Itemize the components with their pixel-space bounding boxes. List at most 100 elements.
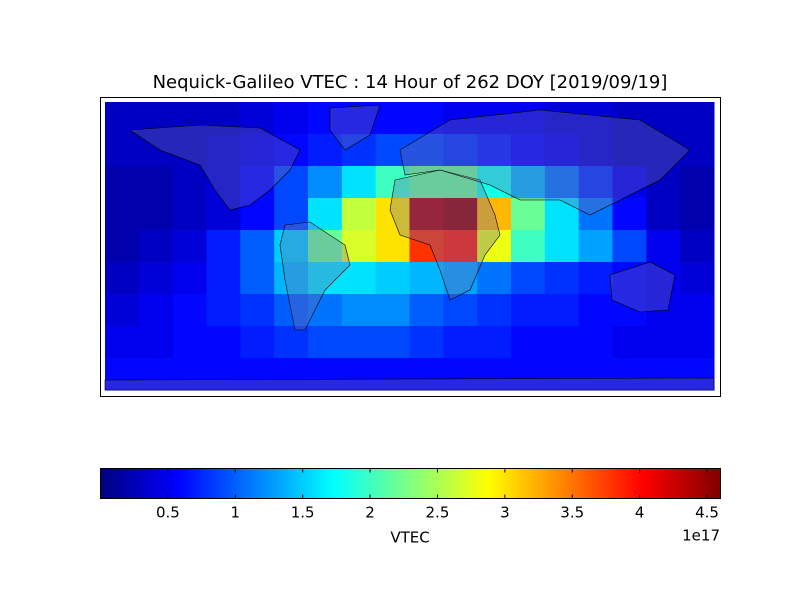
cell: [680, 358, 715, 391]
colorbar-tick-label: 2: [365, 504, 375, 522]
cell: [240, 358, 275, 391]
cell: [409, 102, 444, 135]
cell: [612, 262, 647, 295]
cell: [172, 262, 207, 295]
cell: [240, 102, 275, 135]
cell: [240, 294, 275, 327]
cell: [308, 358, 343, 391]
cell: [172, 326, 207, 359]
cell: [172, 294, 207, 327]
cell: [274, 102, 309, 135]
cell: [138, 166, 174, 199]
cell: [138, 230, 174, 263]
colorbar-tick-label: 3.5: [560, 504, 584, 522]
cell: [612, 230, 647, 263]
cell: [274, 198, 309, 231]
cell: [477, 230, 512, 263]
cell: [680, 326, 715, 359]
cell: [511, 198, 546, 231]
cell: [578, 134, 613, 167]
cell: [206, 358, 241, 391]
cell: [646, 166, 681, 199]
cell: [544, 198, 580, 231]
cell: [612, 198, 647, 231]
cell: [477, 198, 512, 231]
cell: [308, 294, 343, 327]
cell: [172, 198, 207, 231]
colorbar-tick-label: 1: [231, 504, 241, 522]
cell: [274, 262, 309, 295]
cell: [612, 358, 647, 391]
cell: [443, 198, 478, 231]
cell: [409, 166, 444, 199]
cell: [138, 358, 174, 391]
cell: [105, 326, 140, 359]
cell: [511, 102, 546, 135]
cell: [105, 134, 140, 167]
cell: [544, 102, 580, 135]
cell: [375, 326, 410, 359]
cell: [375, 198, 410, 231]
cell: [646, 230, 681, 263]
cell: [206, 198, 241, 231]
cell: [511, 230, 546, 263]
cell: [443, 262, 478, 295]
cell: [646, 198, 681, 231]
cell: [308, 134, 343, 167]
cell: [138, 326, 174, 359]
cell: [680, 230, 715, 263]
cell: [511, 294, 546, 327]
colorbar-tick-label: 1.5: [291, 504, 315, 522]
cell: [172, 166, 207, 199]
cell: [240, 326, 275, 359]
cell: [443, 230, 478, 263]
cell: [511, 166, 546, 199]
cell: [240, 198, 275, 231]
cell: [138, 198, 174, 231]
cell: [544, 230, 580, 263]
colorbar: [100, 468, 721, 499]
cell: [240, 134, 275, 167]
cell: [646, 358, 681, 391]
cell: [172, 358, 207, 391]
cell: [409, 262, 444, 295]
cell: [308, 230, 343, 263]
cell: [612, 102, 647, 135]
cell: [240, 262, 275, 295]
cell: [409, 230, 444, 263]
cell: [206, 166, 241, 199]
colorbar-tick-label: 3: [500, 504, 510, 522]
cell: [443, 134, 478, 167]
cell: [375, 230, 410, 263]
cell: [206, 326, 241, 359]
cell: [138, 294, 174, 327]
cell: [443, 358, 478, 391]
colorbar-ticks: 0.5 1 1.5 2 2.5 3 3.5 4 4.5: [156, 468, 719, 522]
colorbar-tick-label: 4.5: [695, 504, 719, 522]
colorbar-offset: 1e17: [682, 527, 720, 545]
cell: [544, 262, 580, 295]
cell: [138, 262, 174, 295]
cell: [375, 102, 410, 135]
cell: [105, 262, 140, 295]
cell: [544, 358, 580, 391]
cell: [680, 102, 715, 135]
cell: [409, 198, 444, 231]
cell: [375, 262, 410, 295]
cell: [375, 134, 410, 167]
cell: [544, 166, 580, 199]
cell: [341, 326, 377, 359]
cell: [544, 294, 580, 327]
cell: [206, 102, 241, 135]
cell: [308, 166, 343, 199]
cell: [274, 358, 309, 391]
cell: [308, 198, 343, 231]
cell: [443, 294, 478, 327]
cell: [105, 230, 140, 263]
cell: [612, 134, 647, 167]
cell: [511, 134, 546, 167]
cell: [578, 166, 613, 199]
cell: [511, 262, 546, 295]
cell: [105, 166, 140, 199]
cell: [206, 262, 241, 295]
